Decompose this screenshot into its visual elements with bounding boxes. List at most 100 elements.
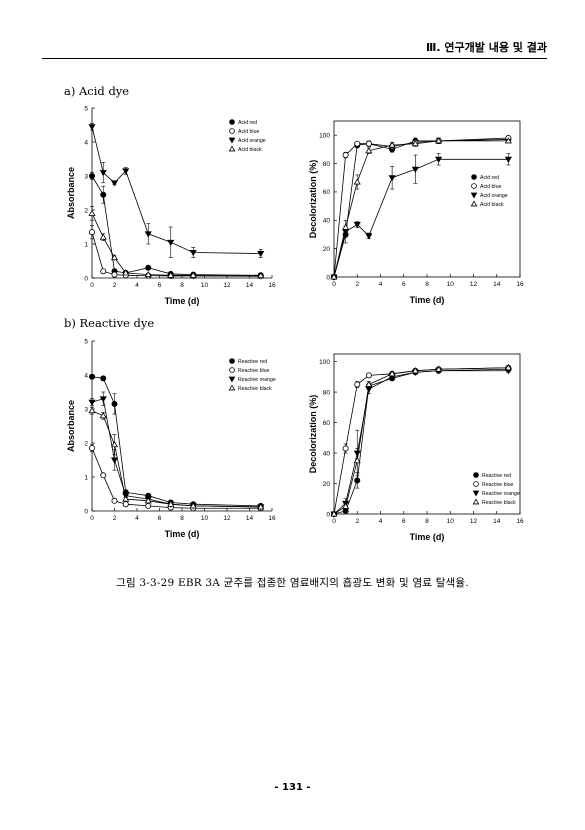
plot-area: 0 2 4 6 8 10 12 14 16 0 20 40 60 80 100 Time (d) Decolor… <box>308 353 524 542</box>
data-point <box>353 222 361 229</box>
y-tick-label: 40 <box>323 450 331 457</box>
data-point <box>504 137 512 144</box>
chart-acid-absorbance: 0 2 4 6 8 10 12 14 16 0 1 2 3 4 5 Time (d) Absorbance Aci… <box>62 100 302 315</box>
chart-acid-decolorization: 0 2 4 6 8 10 12 14 16 0 20 40 60 80 100 Time (d) Decolor… <box>302 105 542 320</box>
legend-label: Acid orange <box>480 193 508 199</box>
x-tick-label: 8 <box>180 282 184 289</box>
legend-marker <box>472 498 480 505</box>
x-tick-label: 12 <box>223 282 231 289</box>
data-point <box>167 239 175 246</box>
data-point <box>89 373 95 380</box>
x-tick-label: 4 <box>135 515 139 522</box>
x-tick-label: 8 <box>180 515 184 522</box>
x-tick-label: 14 <box>246 282 254 289</box>
y-tick-label: 100 <box>319 359 330 366</box>
data-point <box>88 399 96 406</box>
y-axis-label: Absorbance <box>66 167 76 219</box>
series-line <box>91 398 261 508</box>
data-point <box>504 364 512 371</box>
data-point <box>330 510 338 517</box>
data-point <box>122 501 129 508</box>
data-point <box>122 495 130 502</box>
data-point <box>111 271 118 278</box>
y-tick-label: 2 <box>84 440 88 447</box>
data-point <box>89 173 95 180</box>
legend-marker <box>471 174 477 180</box>
x-tick-label: 16 <box>268 282 276 289</box>
chart-reactive-decolorization-svg: 0 2 4 6 8 10 12 14 16 0 20 40 60 80 100 Time (d) Decolor… <box>308 353 524 542</box>
x-tick-label: 6 <box>402 281 406 288</box>
series-acid-orange <box>330 153 512 281</box>
series-line <box>91 231 261 277</box>
series-line <box>91 410 261 508</box>
data-point <box>342 445 349 452</box>
y-tick-label: 0 <box>326 511 330 518</box>
x-tick-label: 0 <box>332 518 336 525</box>
data-point <box>365 372 372 379</box>
x-tick-label: 10 <box>201 515 209 522</box>
legend-label: Acid red <box>480 175 499 181</box>
x-tick-label: 8 <box>425 518 429 525</box>
y-tick-label: 2 <box>84 207 88 214</box>
series-acid-black <box>330 137 512 280</box>
data-point <box>354 477 361 484</box>
section-label-reactive: b) Reactive dye <box>64 316 155 330</box>
x-tick-label: 10 <box>201 282 209 289</box>
y-tick-label: 80 <box>323 161 331 168</box>
data-point <box>88 124 96 131</box>
data-point <box>189 271 197 278</box>
data-point <box>167 500 175 507</box>
x-tick-label: 8 <box>425 281 429 288</box>
x-tick-label: 12 <box>470 518 478 525</box>
legend-marker <box>472 490 480 497</box>
data-point <box>89 445 95 452</box>
header-rule <box>42 58 547 59</box>
x-tick-label: 6 <box>158 282 162 289</box>
x-tick-label: 16 <box>516 518 524 525</box>
data-point <box>257 251 265 258</box>
legend-label: Reactive blue <box>482 482 514 488</box>
legend-label: Acid red <box>238 120 257 126</box>
plot-area: 0 2 4 6 8 10 12 14 16 0 20 40 60 80 100 Time (d) Decolor… <box>308 120 524 305</box>
x-axis-label: Time (d) <box>165 296 200 306</box>
legend-label: Reactive red <box>238 359 267 365</box>
data-point <box>189 250 197 257</box>
y-tick-label: 0 <box>326 274 330 281</box>
x-tick-label: 4 <box>379 518 383 525</box>
legend-marker <box>228 384 236 391</box>
data-point <box>388 175 396 182</box>
data-point <box>342 223 350 230</box>
legend-label: Acid black <box>238 147 262 153</box>
data-point <box>411 166 419 173</box>
data-point <box>504 156 512 163</box>
y-tick-label: 3 <box>84 406 88 413</box>
legend-marker <box>228 376 236 383</box>
x-tick-label: 0 <box>90 282 94 289</box>
data-point <box>145 502 152 509</box>
x-tick-label: 12 <box>223 515 231 522</box>
data-point <box>144 270 152 278</box>
y-tick-label: 5 <box>84 105 88 112</box>
data-point <box>99 396 107 403</box>
y-tick-label: 100 <box>319 132 330 139</box>
y-tick-label: 60 <box>323 420 331 427</box>
page-header: Ⅲ. 연구개발 내용 및 결과 <box>426 41 547 54</box>
legend-label: Reactive orange <box>482 491 520 497</box>
legend-marker <box>228 137 236 144</box>
series-line <box>91 126 261 254</box>
data-point <box>99 412 107 419</box>
legend-label: Acid blue <box>238 129 259 135</box>
data-point <box>353 178 361 185</box>
data-point <box>435 365 443 372</box>
legend-marker <box>228 145 236 152</box>
data-point <box>167 271 175 278</box>
data-point <box>88 209 96 216</box>
data-point <box>365 147 373 154</box>
series-line <box>91 447 261 509</box>
legend-marker <box>229 119 235 125</box>
data-point <box>110 441 119 448</box>
data-point <box>110 180 119 187</box>
